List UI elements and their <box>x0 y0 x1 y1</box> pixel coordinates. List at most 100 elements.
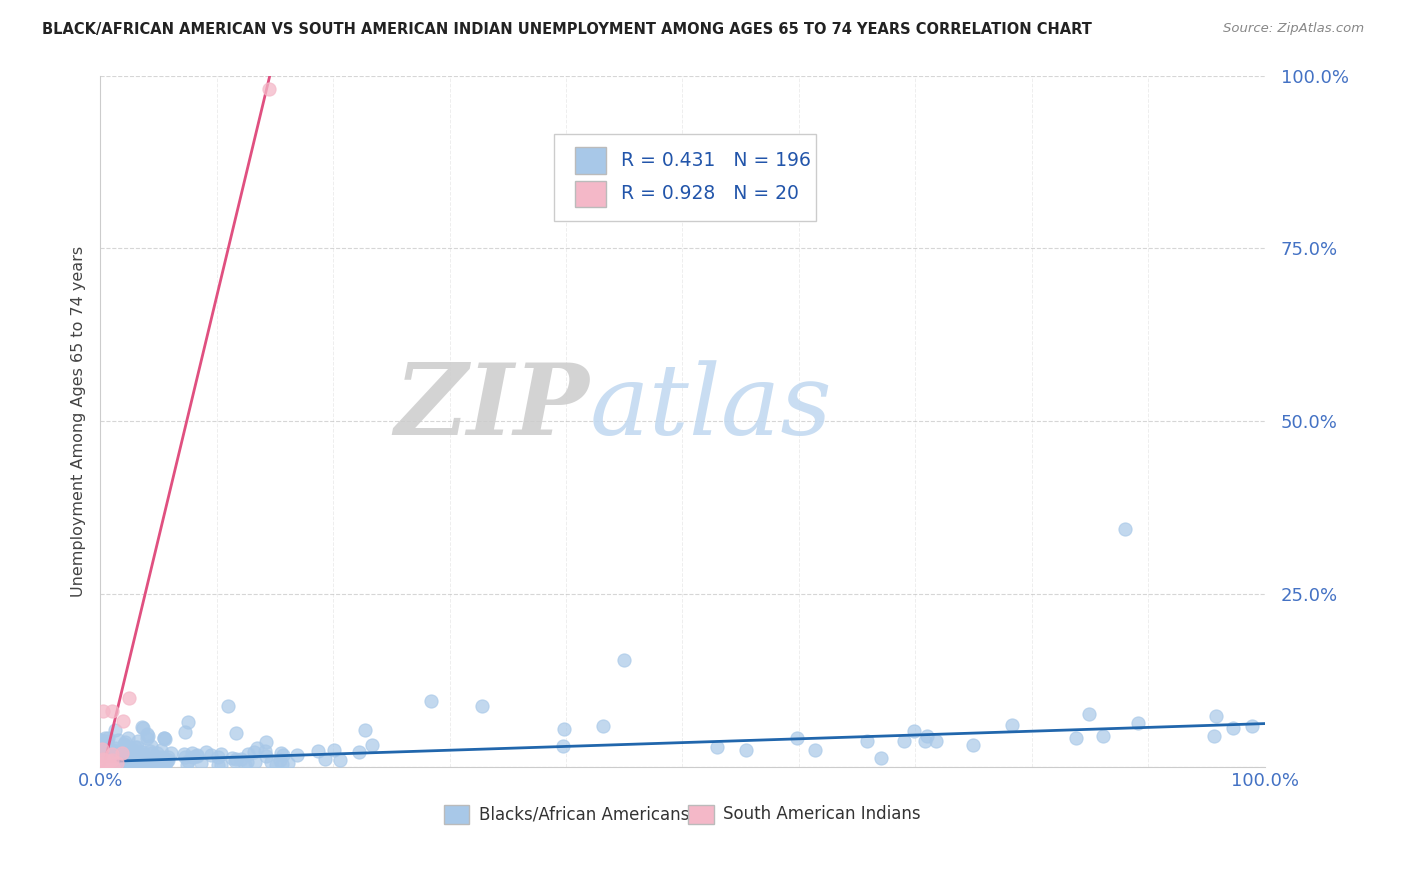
Point <box>122 754 145 768</box>
Point <box>209 758 232 772</box>
Point <box>138 760 160 774</box>
Point <box>174 750 197 764</box>
Point <box>103 747 125 761</box>
Point <box>136 731 159 746</box>
Point <box>91 704 114 718</box>
Point <box>924 734 946 748</box>
Point <box>97 754 120 768</box>
Point <box>97 754 120 768</box>
Point <box>307 744 329 758</box>
Point <box>91 737 114 751</box>
Point <box>914 734 936 748</box>
Point <box>93 736 115 750</box>
Point <box>145 757 167 772</box>
FancyBboxPatch shape <box>689 805 714 824</box>
FancyBboxPatch shape <box>554 135 817 220</box>
Point <box>97 755 120 769</box>
Point <box>105 758 128 772</box>
Point <box>89 733 111 747</box>
Point <box>734 743 756 757</box>
Point <box>97 755 120 769</box>
Point <box>155 756 177 770</box>
Point <box>176 758 198 772</box>
Point <box>143 756 166 771</box>
Point <box>152 731 174 746</box>
Point <box>419 693 441 707</box>
Point <box>103 755 125 769</box>
Point <box>125 739 148 754</box>
Point <box>112 714 135 728</box>
Point <box>181 746 204 760</box>
Text: BLACK/AFRICAN AMERICAN VS SOUTH AMERICAN INDIAN UNEMPLOYMENT AMONG AGES 65 TO 74: BLACK/AFRICAN AMERICAN VS SOUTH AMERICAN… <box>42 22 1092 37</box>
Point <box>245 740 267 755</box>
Point <box>145 746 167 760</box>
Point <box>131 747 153 762</box>
Text: ZIP: ZIP <box>394 359 589 456</box>
Point <box>128 755 150 769</box>
Point <box>105 758 128 772</box>
Point <box>103 741 125 756</box>
Point <box>101 704 124 718</box>
Point <box>132 750 155 764</box>
Point <box>183 750 205 764</box>
Point <box>100 747 122 761</box>
Point <box>471 699 494 714</box>
Point <box>117 731 139 746</box>
Point <box>127 751 149 765</box>
Point <box>354 723 377 737</box>
Point <box>90 732 112 747</box>
Point <box>100 754 122 768</box>
Point <box>271 757 294 772</box>
Point <box>285 747 308 762</box>
Point <box>115 754 138 768</box>
Point <box>194 745 217 759</box>
Point <box>150 750 173 764</box>
Point <box>271 748 294 763</box>
Point <box>225 725 247 739</box>
Point <box>153 731 176 746</box>
Point <box>122 756 145 771</box>
Point <box>120 760 142 774</box>
FancyBboxPatch shape <box>575 147 606 174</box>
Point <box>105 747 128 761</box>
Text: atlas: atlas <box>589 359 832 455</box>
Point <box>90 743 112 757</box>
Point <box>174 725 197 739</box>
Point <box>122 752 145 766</box>
Point <box>131 745 153 759</box>
Point <box>225 752 247 766</box>
Point <box>257 82 280 96</box>
Point <box>329 753 352 767</box>
Point <box>94 757 117 772</box>
Point <box>134 751 156 765</box>
Point <box>111 746 134 760</box>
Point <box>146 750 169 764</box>
Point <box>157 753 180 767</box>
Point <box>112 737 135 751</box>
Point <box>1126 715 1149 730</box>
Point <box>98 759 121 773</box>
Point <box>93 731 115 746</box>
Point <box>132 721 155 735</box>
Point <box>104 756 127 771</box>
Point <box>254 749 277 764</box>
Point <box>186 747 208 762</box>
Point <box>114 747 136 761</box>
Point <box>613 653 636 667</box>
Point <box>127 753 149 767</box>
Point <box>105 756 128 770</box>
Point <box>97 758 120 772</box>
Point <box>101 743 124 757</box>
Point <box>112 741 135 756</box>
Point <box>93 739 115 753</box>
Point <box>129 757 152 772</box>
Point <box>118 749 141 764</box>
Point <box>245 755 267 769</box>
Point <box>221 751 243 765</box>
Point <box>903 723 925 738</box>
Point <box>108 755 131 769</box>
Point <box>114 739 136 754</box>
Point <box>103 753 125 767</box>
Point <box>553 739 575 754</box>
Text: South American Indians: South American Indians <box>723 805 921 823</box>
